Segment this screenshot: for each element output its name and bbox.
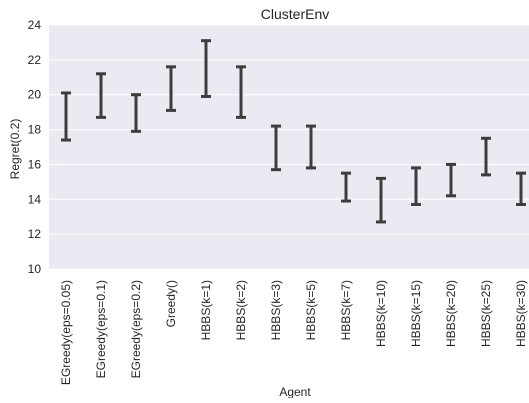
y-tick-label: 14 xyxy=(28,192,42,206)
y-tick-label: 16 xyxy=(28,157,42,171)
error-bar xyxy=(481,136,491,177)
error-bar xyxy=(446,162,456,198)
x-tick-label: HBBS(k=7) xyxy=(339,280,353,340)
x-tick-label: HBBS(k=2) xyxy=(234,280,248,340)
y-tick-label: 18 xyxy=(28,123,42,137)
error-bar xyxy=(96,72,106,119)
x-tick-label: EGreedy(eps=0.2) xyxy=(129,280,143,378)
x-axis-ticks: EGreedy(eps=0.05) EGreedy(eps=0.1) EGreedy… xyxy=(59,280,528,385)
x-tick-label: EGreedy(eps=0.05) xyxy=(59,280,73,385)
x-tick-label: HBBS(k=10) xyxy=(374,280,388,347)
error-bar xyxy=(516,171,526,207)
x-tick-label: HBBS(k=3) xyxy=(269,280,283,340)
y-tick-label: 22 xyxy=(28,53,42,67)
x-tick-label: Greedy() xyxy=(164,280,178,327)
error-bar xyxy=(201,39,211,98)
chart-title: ClusterEnv xyxy=(261,6,329,22)
y-tick-label: 12 xyxy=(28,227,42,241)
x-tick-label: HBBS(k=15) xyxy=(409,280,423,347)
error-bar xyxy=(306,124,316,170)
error-bar xyxy=(411,166,421,207)
y-tick-label: 10 xyxy=(28,262,42,276)
x-tick-label: HBBS(k=20) xyxy=(444,280,458,347)
x-tick-label: EGreedy(eps=0.1) xyxy=(94,280,108,378)
y-axis-ticks: 10 12 14 16 18 20 22 24 xyxy=(28,18,42,276)
error-bar xyxy=(236,65,246,119)
gridlines xyxy=(49,24,529,270)
x-tick-label: HBBS(k=30) xyxy=(514,280,528,347)
y-tick-label: 24 xyxy=(28,18,42,32)
y-axis-label: Regret(0.2) xyxy=(8,119,22,180)
error-bar xyxy=(341,171,351,203)
x-axis-label: Agent xyxy=(279,385,311,398)
error-bar xyxy=(61,91,71,142)
error-bar xyxy=(166,65,176,112)
x-tick-label: HBBS(k=1) xyxy=(199,280,213,340)
error-bar xyxy=(131,93,141,133)
plot-area xyxy=(49,25,529,269)
error-bar xyxy=(271,124,281,172)
x-tick-label: HBBS(k=25) xyxy=(479,280,493,347)
x-tick-label: HBBS(k=5) xyxy=(304,280,318,340)
error-bars xyxy=(61,39,526,224)
y-tick-label: 20 xyxy=(28,88,42,102)
error-bar xyxy=(376,176,386,224)
